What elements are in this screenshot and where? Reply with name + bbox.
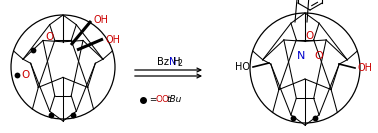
Text: O: O xyxy=(45,32,53,42)
Text: O: O xyxy=(21,70,29,80)
Text: OH: OH xyxy=(93,15,108,25)
Text: =: = xyxy=(147,95,159,105)
Text: O: O xyxy=(314,51,323,61)
Text: Bz: Bz xyxy=(156,57,169,67)
Text: O: O xyxy=(306,31,314,41)
Text: H: H xyxy=(173,57,181,67)
Text: OH: OH xyxy=(358,63,372,73)
Text: OO: OO xyxy=(155,95,169,105)
Text: N: N xyxy=(297,51,305,61)
Text: N: N xyxy=(169,57,176,67)
Text: 2: 2 xyxy=(178,59,183,68)
Text: tBu: tBu xyxy=(166,95,181,105)
Text: HO: HO xyxy=(235,62,251,72)
Text: OH: OH xyxy=(105,35,120,45)
